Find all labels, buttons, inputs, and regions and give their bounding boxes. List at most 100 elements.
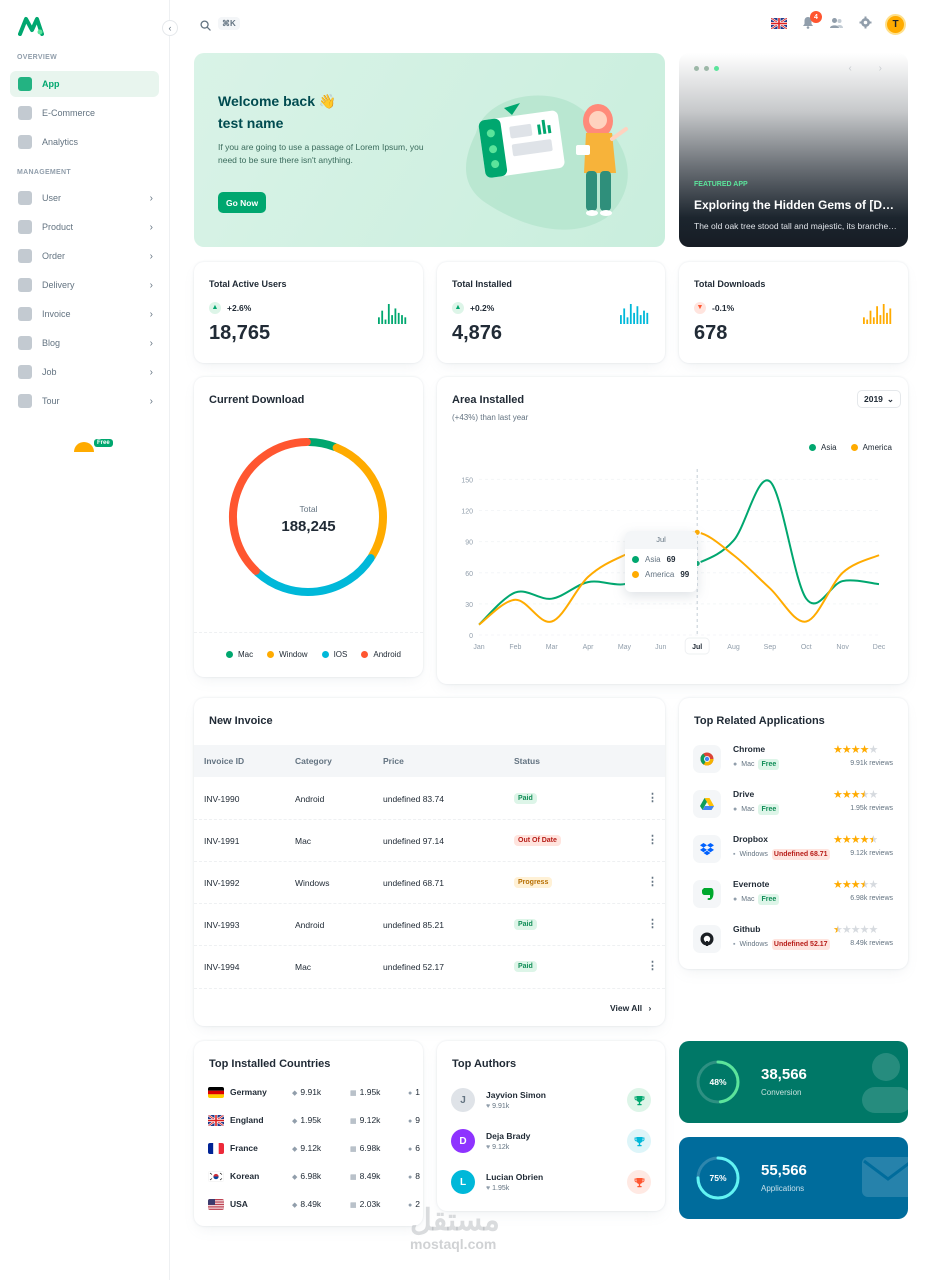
legend-item-asia[interactable]: Asia (809, 443, 837, 452)
contacts-icon[interactable] (830, 16, 843, 34)
sidebar-item-app[interactable]: App (10, 71, 159, 97)
country-name: England (230, 1115, 264, 1125)
watermark-latin: mostaql.com (410, 1236, 497, 1252)
app-meta: ● Mac Free (733, 759, 780, 770)
donut-legend: Mac Window IOS Android (226, 650, 401, 659)
country-row-korean: Korean ◆ 6.98k ▦ 8.49k ● 8 (208, 1170, 422, 1184)
top-apps-title: Top Related Applications (694, 715, 825, 727)
legend-item-android[interactable]: Android (361, 650, 401, 659)
legend-dot (226, 651, 233, 658)
heart-icon: ♥ (486, 1144, 493, 1151)
country-value: ◆ 6.98k (292, 1171, 322, 1181)
country-value: ● 9 (408, 1115, 420, 1125)
view-all-link[interactable]: View All › (610, 1003, 652, 1013)
author-likes: ♥ 1.95k (486, 1185, 510, 1192)
more-vertical-icon[interactable]: ⋮ (647, 834, 658, 846)
sparkline-bar (869, 310, 872, 324)
stat-change: ▲ +0.2% (452, 302, 494, 314)
status-badge: Paid (514, 961, 537, 972)
sidebar-item-e-commerce[interactable]: E-Commerce (10, 100, 159, 126)
search-shortcut[interactable]: ⌘K (218, 17, 240, 30)
country-value: ● 2 (408, 1199, 420, 1209)
collapse-sidebar-button[interactable]: ‹ (162, 20, 178, 36)
table-row[interactable]: INV-1990 Android undefined 83.74 Paid ⋮ (194, 777, 665, 820)
x-tick-highlight (684, 637, 710, 655)
sidebar-item-order[interactable]: Order › (10, 243, 159, 269)
settings-gear-icon[interactable] (859, 16, 872, 34)
app-reviews: 9.91k reviews (850, 760, 893, 767)
app-price: Undefined 52.17 (771, 939, 830, 950)
app-item-drive[interactable]: Drive ● Mac Free ★★★★★ 1.95k reviews (693, 788, 893, 822)
sparkline-bar (872, 317, 875, 324)
col-invoice-id[interactable]: Invoice ID (204, 756, 245, 766)
sidebar-item-product[interactable]: Product › (10, 214, 159, 240)
language-flag-icon[interactable] (770, 16, 788, 34)
sidebar-item-invoice[interactable]: Invoice › (10, 301, 159, 327)
app-item-chrome[interactable]: Chrome ● Mac Free ★★★★★ 9.91k reviews (693, 743, 893, 777)
col-price[interactable]: Price (383, 756, 404, 766)
sidebar-item-tour[interactable]: Tour › (10, 388, 159, 414)
app-item-dropbox[interactable]: Dropbox ▪ Windows Undefined 68.71 ★★★★★ 9.12k… (693, 833, 893, 867)
legend-item-mac[interactable]: Mac (226, 650, 253, 659)
chevron-right-icon: › (149, 395, 153, 407)
app-name: Chrome (733, 744, 766, 754)
sidebar-item-analytics[interactable]: Analytics (10, 129, 159, 155)
status-badge: Out Of Date (514, 835, 561, 846)
welcome-illustration (466, 95, 628, 230)
windows-icon: ▦ (350, 1090, 357, 1097)
sidebar-item-label: Delivery (42, 280, 75, 290)
author-name: Jayvion Simon (486, 1090, 546, 1100)
author-row[interactable]: L Lucian Obrien ♥ 1.95k (451, 1170, 651, 1196)
more-vertical-icon[interactable]: ⋮ (647, 876, 658, 888)
sidebar-item-delivery[interactable]: Delivery › (10, 272, 159, 298)
sidebar-item-label: Tour (42, 396, 60, 406)
tour-icon (18, 394, 32, 408)
trophy-icon (627, 1088, 651, 1112)
col-status[interactable]: Status (514, 756, 540, 766)
upgrade-illustration (74, 442, 94, 452)
user-icon (18, 191, 32, 205)
go-now-button[interactable]: Go Now (218, 192, 267, 213)
sparkline-bar (876, 306, 878, 324)
featured-app-carousel[interactable]: ‹ › FEATURED APP Exploring the Hidden Ge… (679, 53, 908, 247)
legend-dot (809, 444, 816, 451)
legend-item-ios[interactable]: IOS (321, 650, 347, 659)
area-installed-card: Area Installed (+43%) than last year Asi… (437, 377, 908, 684)
account-avatar[interactable]: T (885, 14, 906, 35)
app-name: Dropbox (733, 834, 768, 844)
more-vertical-icon[interactable]: ⋮ (647, 918, 658, 930)
featured-title[interactable]: Exploring the Hidden Gems of [Destinatio… (694, 198, 899, 212)
carousel-dots[interactable] (694, 66, 719, 71)
more-vertical-icon[interactable]: ⋮ (647, 960, 658, 972)
app-name: Github (733, 924, 761, 934)
search-icon[interactable] (200, 18, 211, 36)
author-row[interactable]: J Jayvion Simon ♥ 9.91k (451, 1088, 651, 1114)
country-value: ◆ 9.12k (292, 1143, 322, 1153)
author-row[interactable]: D Deja Brady ♥ 9.12k (451, 1129, 651, 1155)
apple-icon: ● (408, 1146, 413, 1153)
table-row[interactable]: INV-1993 Android undefined 85.21 Paid ⋮ (194, 903, 665, 946)
col-category[interactable]: Category (295, 756, 332, 766)
logo[interactable] (18, 16, 44, 41)
table-row[interactable]: INV-1991 Mac undefined 97.14 Out Of Date ⋮ (194, 819, 665, 862)
app-meta: ▪ Windows Undefined 52.17 (733, 939, 830, 950)
rating-stars: ★★★★★ (833, 743, 878, 756)
android-icon: ◆ (292, 1174, 298, 1181)
app-item-evernote[interactable]: Evernote ● Mac Free ★★★★★ 6.98k reviews (693, 878, 893, 912)
legend-item-america[interactable]: America (850, 443, 892, 452)
year-select[interactable]: 2019 ⌄ (857, 390, 902, 408)
sidebar-item-user[interactable]: User › (10, 185, 159, 211)
sidebar-item-blog[interactable]: Blog › (10, 330, 159, 356)
chevron-right-icon: › (149, 337, 153, 349)
carousel-arrows[interactable]: ‹ › (848, 63, 894, 74)
sidebar-item-job[interactable]: Job › (10, 359, 159, 385)
more-vertical-icon[interactable]: ⋮ (647, 792, 658, 804)
app-price: Free (758, 804, 780, 815)
legend-item-window[interactable]: Window (267, 650, 308, 659)
country-row-germany: Germany ◆ 9.91k ▦ 1.95k ● 1 (208, 1086, 422, 1100)
table-row[interactable]: INV-1994 Mac undefined 52.17 Paid ⋮ (194, 945, 665, 987)
new-invoice-card: New Invoice Invoice ID Category Price St… (194, 698, 665, 1026)
app-item-github[interactable]: Github ▪ Windows Undefined 52.17 ★★★★★ 8.49k … (693, 923, 893, 957)
table-row[interactable]: INV-1992 Windows undefined 68.71 Progress ⋮ (194, 861, 665, 904)
app-os: Windows (739, 941, 768, 948)
